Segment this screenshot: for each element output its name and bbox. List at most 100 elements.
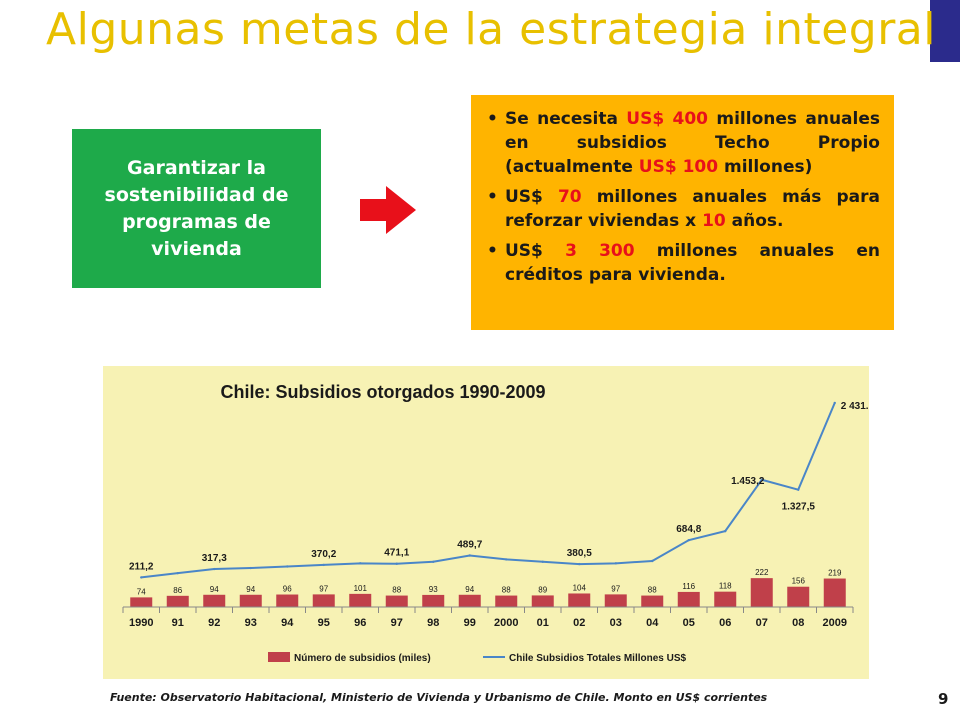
bar-value-label: 156 <box>792 577 806 586</box>
line-point <box>760 478 763 481</box>
target-text: US$ <box>505 187 558 207</box>
bar <box>568 593 591 607</box>
x-tick-label: 03 <box>610 617 622 629</box>
bar <box>130 597 153 607</box>
x-tick-label: 94 <box>281 617 294 629</box>
bar <box>385 595 408 607</box>
bar-value-label: 97 <box>611 584 620 593</box>
line-point <box>140 576 143 579</box>
x-tick-label: 91 <box>172 617 184 629</box>
source-footer: Fuente: Observatorio Habitacional, Minis… <box>110 691 768 704</box>
bar-value-label: 74 <box>137 587 146 596</box>
bar <box>203 594 226 607</box>
line-point <box>651 559 654 563</box>
bar-value-label: 93 <box>429 585 438 594</box>
bar-value-label: 89 <box>538 585 547 594</box>
target-item: • US$ 3 300 millones anuales en créditos … <box>485 239 880 287</box>
subsidies-chart: Chile: Subsidios otorgados 1990-2009 74 8… <box>122 382 875 664</box>
line-point <box>833 401 836 405</box>
bar <box>422 594 445 607</box>
bar <box>166 595 189 607</box>
title-background <box>0 0 930 62</box>
bar <box>276 594 299 607</box>
goal-box: Garantizar la sostenibilidad de programa… <box>72 129 321 288</box>
x-tick-label: 96 <box>354 617 366 629</box>
line-value-label: 1.327,5 <box>782 502 816 513</box>
line-point <box>359 562 362 565</box>
bar <box>531 595 554 607</box>
line-point <box>614 562 617 565</box>
bar <box>312 594 335 607</box>
line-value-label: 1.453,2 <box>731 476 765 487</box>
bar <box>714 591 737 607</box>
x-tick-label: 1990 <box>129 617 153 629</box>
x-tick-label: 93 <box>245 617 257 629</box>
targets-list: • Se necesita US$ 400 millones anuales en… <box>471 95 894 287</box>
line-value-label: 370,2 <box>311 549 336 560</box>
line-point <box>724 529 727 533</box>
line-point <box>176 571 179 575</box>
targets-box: • Se necesita US$ 400 millones anuales en… <box>471 95 894 330</box>
target-item: • Se necesita US$ 400 millones anuales en… <box>485 107 880 179</box>
bar <box>750 578 773 607</box>
target-text: Se necesita <box>505 109 627 129</box>
bar <box>641 595 664 607</box>
x-tick-label: 99 <box>464 617 476 629</box>
bar-value-label: 94 <box>210 585 219 594</box>
line-series <box>141 402 836 579</box>
x-tick-label: 98 <box>427 617 439 629</box>
target-text: US$ <box>505 241 566 261</box>
bar <box>677 591 700 607</box>
chart-panel: Chile: Subsidios otorgados 1990-2009 74 8… <box>103 366 875 679</box>
bar-value-label: 101 <box>354 584 368 593</box>
line-point <box>505 558 508 561</box>
x-tick-label: 97 <box>391 617 403 629</box>
title-bar: Algunas metas de la estrategia integral <box>0 0 960 62</box>
line-point <box>468 554 471 557</box>
legend-line-label: Chile Subsidios Totales Millones US$ <box>509 653 687 664</box>
x-tick-label: 2000 <box>494 617 518 629</box>
line-point <box>541 560 544 563</box>
bullet-icon: • <box>487 187 498 207</box>
chart-title: Chile: Subsidios otorgados 1990-2009 <box>220 382 545 402</box>
bar <box>823 578 846 607</box>
bar <box>239 594 262 607</box>
line-value-label: 211,2 <box>129 561 154 572</box>
bar-value-label: 88 <box>502 586 511 595</box>
line-point <box>432 560 435 563</box>
bar <box>458 594 481 607</box>
page-number: 9 <box>938 690 949 708</box>
bar-value-label: 104 <box>573 583 587 592</box>
bar-value-label: 222 <box>755 568 769 577</box>
bar-value-label: 97 <box>319 584 328 593</box>
x-tick-label: 01 <box>537 617 549 629</box>
bar-value-label: 118 <box>719 582 732 591</box>
target-item: • US$ 70 millones anuales más para reforz… <box>485 185 880 233</box>
legend-bar-swatch <box>268 652 290 662</box>
x-tick-label: 05 <box>683 617 695 629</box>
line-point <box>322 563 325 567</box>
line-point <box>797 488 800 491</box>
highlight-value: 3 300 <box>565 241 635 261</box>
line-value-label: 489,7 <box>457 540 482 551</box>
line-point <box>213 567 216 571</box>
x-tick-label: 07 <box>756 617 768 629</box>
bar <box>349 593 372 607</box>
x-tick-label: 08 <box>792 617 804 629</box>
bar <box>787 586 810 607</box>
bar-value-label: 88 <box>648 586 657 595</box>
highlight-value: 70 <box>557 187 582 207</box>
goal-text: Garantizar la sostenibilidad de programa… <box>104 156 289 260</box>
x-tick-label: 04 <box>646 617 659 629</box>
target-text: años. <box>725 211 784 231</box>
line-value-label: 684,8 <box>676 524 701 535</box>
target-text: millones anuales en subsidios Techo Prop… <box>505 109 880 177</box>
line-point <box>286 565 289 568</box>
line-value-label: 380,5 <box>567 548 592 559</box>
bar-value-label: 94 <box>246 585 255 594</box>
target-text: millones anuales en créditos para vivien… <box>505 241 880 285</box>
line-point <box>249 566 252 570</box>
bar-value-label: 116 <box>682 582 695 591</box>
arrow-shape <box>360 186 416 234</box>
right-arrow-icon <box>360 186 416 234</box>
